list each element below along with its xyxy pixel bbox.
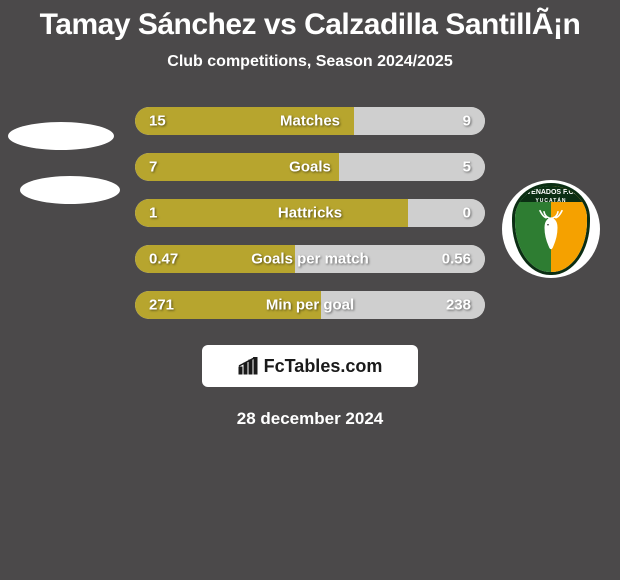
left-photo-placeholder-2 xyxy=(20,176,120,204)
stat-label: Goals per match xyxy=(251,251,369,268)
stat-fill-left xyxy=(135,199,408,227)
stat-label: Matches xyxy=(280,113,340,130)
stat-row: 271 238 Min per goal xyxy=(135,291,485,319)
stat-label: Min per goal xyxy=(266,297,354,314)
brand-box[interactable]: FcTables.com xyxy=(202,345,418,387)
bar-chart-icon xyxy=(238,357,260,375)
team-logo-right: VENADOS F.C. YUCATÁN xyxy=(502,180,600,278)
stat-value-right: 5 xyxy=(463,159,471,176)
comparison-card: Tamay Sánchez vs Calzadilla SantillÃ¡n C… xyxy=(0,0,620,580)
stat-row: 1 0 Hattricks xyxy=(135,199,485,227)
subtitle: Club competitions, Season 2024/2025 xyxy=(0,53,620,71)
stat-value-left: 0.47 xyxy=(149,251,178,268)
stat-value-left: 1 xyxy=(149,205,157,222)
stat-row: 15 9 Matches xyxy=(135,107,485,135)
stat-value-right: 0 xyxy=(463,205,471,222)
deer-icon xyxy=(534,209,568,253)
team-logo-text: VENADOS F.C. xyxy=(526,189,575,196)
stat-value-right: 9 xyxy=(463,113,471,130)
stat-fill-right xyxy=(408,199,485,227)
brand-text: FcTables.com xyxy=(264,356,383,377)
team-logo-subtext: YUCATÁN xyxy=(515,198,587,204)
stat-value-right: 0.56 xyxy=(442,251,471,268)
stat-value-left: 271 xyxy=(149,297,174,314)
left-photo-placeholder-1 xyxy=(8,122,114,150)
stat-value-left: 7 xyxy=(149,159,157,176)
stat-bars: 15 9 Matches 7 5 Goals 1 0 Hattricks 0.47 0.56 Goal… xyxy=(135,107,485,319)
stat-row: 7 5 Goals xyxy=(135,153,485,181)
stat-value-right: 238 xyxy=(446,297,471,314)
stat-label: Hattricks xyxy=(278,205,342,222)
stat-value-left: 15 xyxy=(149,113,166,130)
stat-label: Goals xyxy=(289,159,331,176)
stat-row: 0.47 0.56 Goals per match xyxy=(135,245,485,273)
page-title: Tamay Sánchez vs Calzadilla SantillÃ¡n xyxy=(0,0,620,41)
date-text: 28 december 2024 xyxy=(0,409,620,429)
